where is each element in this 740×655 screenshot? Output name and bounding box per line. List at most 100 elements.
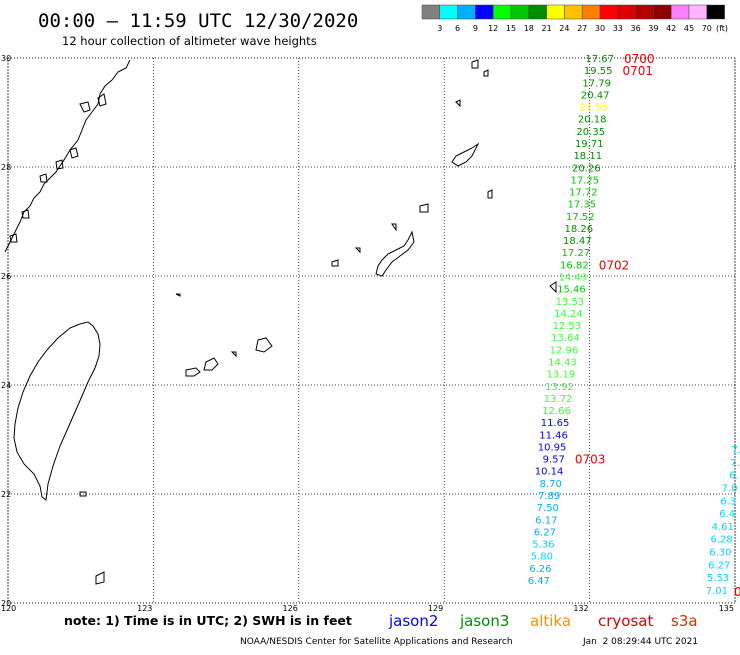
mission-legend: jason2 jason3 altika cryosat s3a	[388, 612, 698, 630]
wave-height-value: 17.79	[582, 78, 611, 89]
wave-height-value: 7.89	[538, 491, 560, 502]
wave-height-value: 6.28	[710, 535, 732, 546]
wave-height-value: 9.57	[543, 455, 565, 466]
legend-swatch	[492, 4, 512, 20]
latitude-tick-label: 28	[1, 163, 11, 172]
wave-height-value: 6.27	[534, 527, 556, 538]
wave-height-value: 6.17	[535, 515, 557, 526]
wave-height-value: 17.27	[562, 248, 591, 259]
wave-height-value: 6.30	[709, 548, 731, 559]
legend-swatch	[439, 4, 458, 20]
wave-height-value: 5.80	[531, 552, 553, 563]
legend-tick-label: 15	[506, 24, 516, 33]
small-islands	[79, 293, 181, 585]
legend-swatch	[475, 4, 494, 20]
footer-timestamp: Jan 2 08:29:44 UTC 2021	[582, 637, 698, 647]
legend-tick-label: 18	[524, 24, 534, 33]
wave-height-value: 8.70	[540, 479, 562, 490]
wave-height-value: 6.47	[528, 576, 550, 587]
legend-tick-label: 3	[437, 24, 442, 33]
legend-swatch	[564, 4, 583, 20]
legend-swatch	[528, 4, 547, 20]
legend-tick-label: 12	[488, 24, 498, 33]
legend-swatch	[457, 4, 476, 20]
wave-height-value: 6.	[729, 471, 739, 482]
wave-height-value: 18.26	[565, 224, 594, 235]
yaeyama-islands	[185, 281, 557, 377]
legend-tick-label: 24	[559, 24, 569, 33]
legend-tick-label: 30	[595, 24, 605, 33]
china-coastline	[4, 59, 131, 253]
wave-height-value: 21.55	[579, 103, 608, 114]
legend-swatch	[599, 4, 619, 20]
wave-height-value: 5.53	[707, 573, 729, 584]
legend-tick-label: 27	[577, 24, 587, 33]
wave-height-value: 13.92	[545, 382, 574, 393]
right-track: 7. 7. 6.7.0 6.3 6.4 4.61 6.28 6.306.27 5.53 7.01 0	[706, 445, 740, 599]
wave-height-value: 12.53	[553, 321, 582, 332]
china-islands	[9, 93, 107, 243]
color-scale-labels: 3 6 9 12 15 18 21 24 27 30 33 36 39 42 45 70	[437, 24, 712, 33]
legend-tick-label: 70	[702, 24, 712, 33]
latitude-tick-label: 26	[1, 272, 11, 281]
wave-height-value: 11.65	[541, 418, 570, 429]
wave-height-value: 6.3	[720, 496, 736, 507]
map-frame	[7, 57, 736, 604]
legend-tick-label: 39	[648, 24, 658, 33]
mission-jason2: jason2	[388, 612, 438, 630]
wave-height-value: 13.72	[544, 394, 573, 405]
wave-height-value: 15.46	[557, 285, 586, 296]
mission-s3a: s3a	[671, 612, 698, 630]
wave-height-value: 20.18	[578, 115, 607, 126]
legend-swatch	[617, 4, 636, 20]
latitude-tick-label: 20	[1, 599, 11, 608]
track-time-label: 0701	[623, 64, 654, 78]
wave-height-value: 11.46	[539, 430, 568, 441]
longitude-tick-label: 132	[573, 604, 588, 613]
legend-swatch	[670, 4, 690, 20]
legend-swatch	[653, 4, 672, 20]
wave-height-value: 7.50	[537, 503, 559, 514]
wave-height-value: 20.26	[572, 163, 601, 174]
latitude-tick-label: 22	[1, 490, 11, 499]
wave-height-value: 6.26	[529, 564, 551, 575]
wave-height-value: 17.72	[569, 188, 598, 199]
wave-height-value: 6.4	[719, 509, 735, 520]
legend-swatch	[510, 4, 530, 20]
longitude-tick-label: 120	[1, 604, 16, 613]
track-time-label: 0700	[624, 52, 655, 66]
wave-height-value: 20.47	[581, 90, 610, 101]
okinawa-coastline	[375, 230, 415, 277]
wave-height-value: 14.43	[548, 357, 577, 368]
legend-tick-label: 36	[631, 24, 641, 33]
footer-note: note: 1) Time is in UTC; 2) SWH is in fe…	[64, 613, 352, 628]
page-subtitle: 12 hour collection of altimeter wave hei…	[62, 34, 317, 48]
wave-height-value: 13.19	[547, 370, 576, 381]
legend-swatch	[421, 4, 441, 20]
wave-height-value: 18.47	[563, 236, 592, 247]
wave-height-value: 18.11	[573, 151, 602, 162]
legend-tick-label: 21	[542, 24, 552, 33]
lat-lon-grid	[7, 57, 736, 604]
color-scale-legend	[421, 4, 725, 20]
wave-height-value: 17.25	[570, 175, 599, 186]
wave-height-value: 17.52	[566, 212, 595, 223]
mission-altika: altika	[530, 612, 571, 630]
wave-height-value: 6.27	[708, 560, 730, 571]
wave-height-value: 20.35	[576, 127, 605, 138]
mission-cryosat: cryosat	[598, 612, 653, 630]
wave-height-value: 13.53	[556, 297, 585, 308]
footer-credit: NOAA/NESDIS Center for Satellite Applica…	[240, 637, 513, 647]
wave-height-value: 19.71	[575, 139, 604, 150]
wave-height-value: 17.67	[585, 54, 614, 65]
wave-height-value: 5.36	[532, 540, 554, 551]
page-title: 00:00 – 11:59 UTC 12/30/2020	[38, 10, 358, 32]
coastlines	[4, 59, 557, 585]
longitude-tick-label: 126	[283, 604, 298, 613]
wave-height-value: 12.66	[542, 406, 571, 417]
wave-height-value: 12.96	[550, 345, 579, 356]
mission-jason3: jason3	[459, 612, 509, 630]
legend-swatch	[581, 4, 601, 20]
